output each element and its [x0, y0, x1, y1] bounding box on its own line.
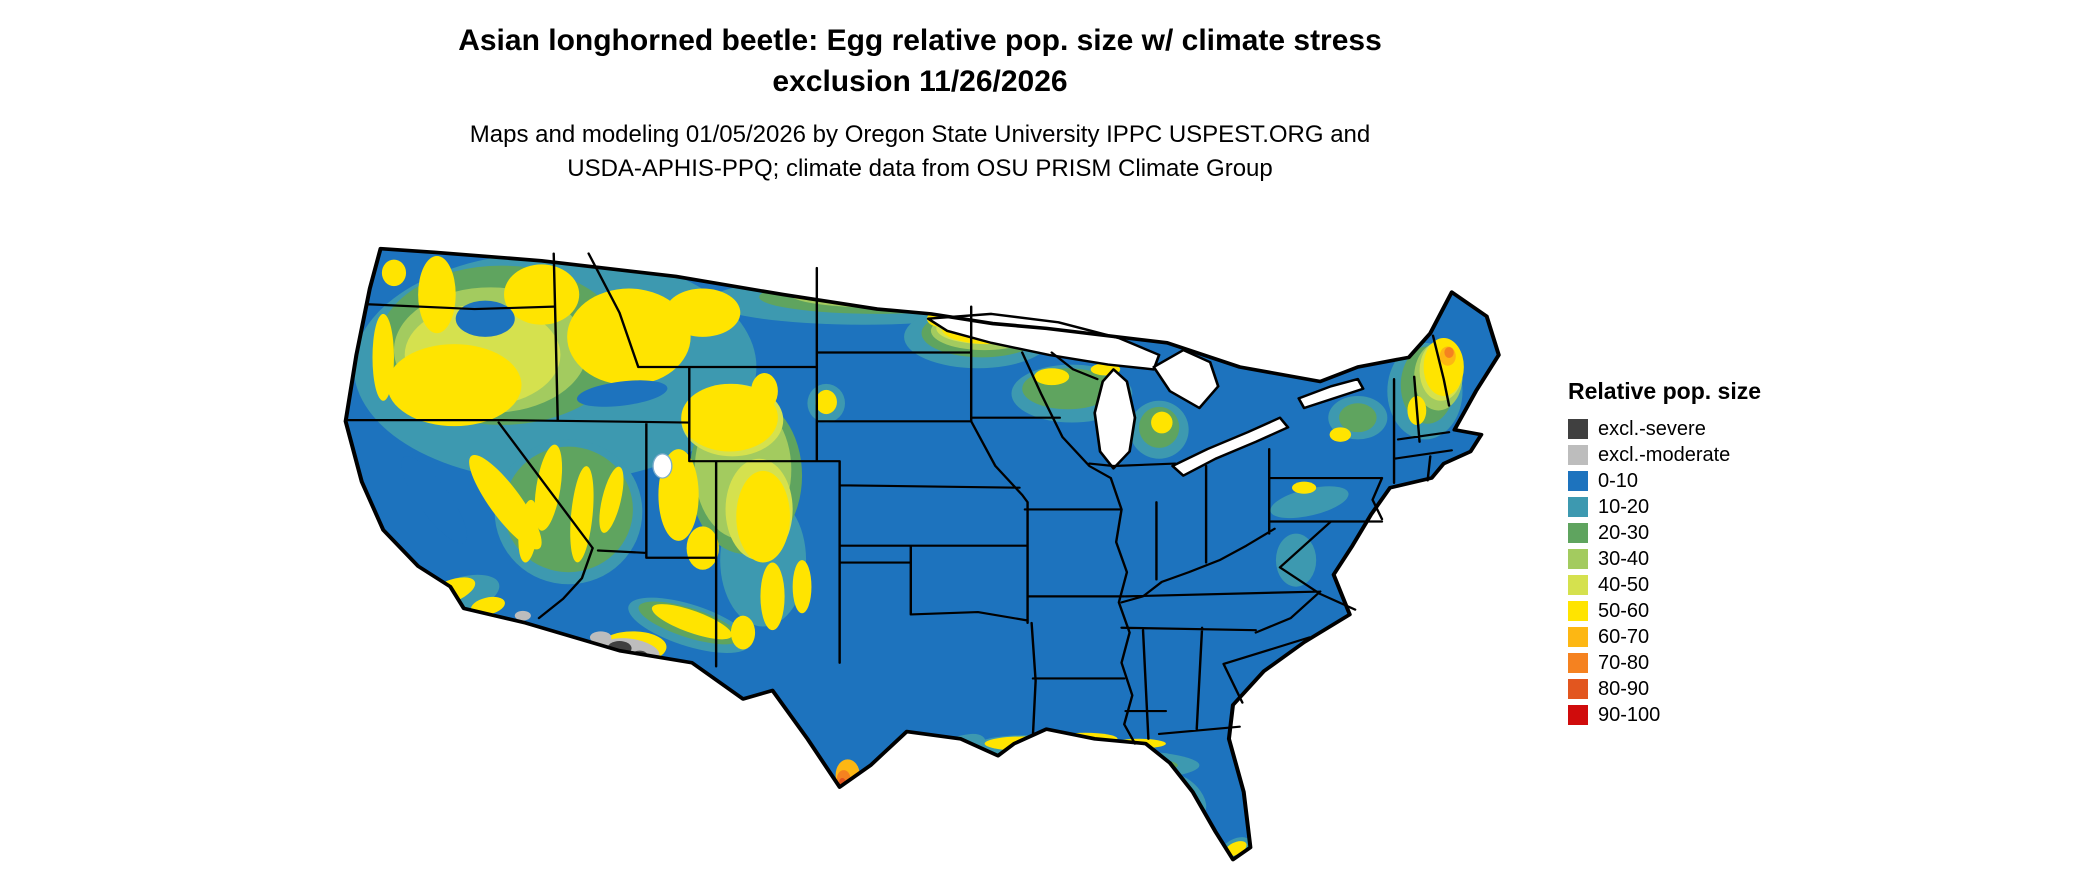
legend-swatch	[1568, 575, 1588, 595]
great-salt-lake	[652, 453, 673, 479]
legend-label: excl.-severe	[1598, 418, 1706, 440]
legend-item: 80-90	[1568, 679, 1868, 699]
map-subtitle: Maps and modeling 01/05/2026 by Oregon S…	[0, 118, 1840, 186]
legend-swatch	[1568, 679, 1588, 699]
us-outline	[343, 246, 1501, 862]
great-lakes	[652, 312, 1365, 479]
legend-label: 50-60	[1598, 600, 1650, 622]
lake-superior	[926, 312, 1161, 371]
lake-ontario	[1297, 377, 1365, 410]
legend-label: 0-10	[1598, 470, 1639, 492]
legend-label: 30-40	[1598, 548, 1650, 570]
legend-item: 90-100	[1568, 705, 1868, 725]
legend-swatch	[1568, 601, 1588, 621]
legend-label: 40-50	[1598, 574, 1650, 596]
legend-swatch	[1568, 497, 1588, 517]
legend-items: excl.-severe excl.-moderate 0-10 10-20 2…	[1568, 419, 1868, 725]
map-subtitle-line-2: USDA-APHIS-PPQ; climate data from OSU PR…	[567, 155, 1273, 182]
legend-item: 0-10	[1568, 471, 1868, 491]
legend-swatch	[1568, 627, 1588, 647]
map-legend: Relative pop. size excl.-severe excl.-mo…	[1568, 378, 1868, 725]
legend-item: 60-70	[1568, 627, 1868, 647]
legend-title: Relative pop. size	[1568, 378, 1762, 404]
legend-label: 10-20	[1598, 496, 1650, 518]
state-borders	[347, 252, 1453, 745]
legend-item: 30-40	[1568, 549, 1868, 569]
legend-item: excl.-moderate	[1568, 445, 1868, 465]
legend-item: excl.-severe	[1568, 419, 1868, 439]
legend-swatch	[1568, 471, 1588, 491]
lake-michigan	[1093, 368, 1137, 470]
legend-item: 70-80	[1568, 653, 1868, 673]
legend-label: 60-70	[1598, 626, 1650, 648]
legend-swatch	[1568, 653, 1588, 673]
legend-swatch	[1568, 419, 1588, 439]
map-title-line-2: exclusion 11/26/2026	[772, 65, 1068, 98]
legend-item: 50-60	[1568, 601, 1868, 621]
lake-erie	[1171, 416, 1290, 477]
legend-item: 20-30	[1568, 523, 1868, 543]
legend-label: 90-100	[1598, 704, 1661, 726]
us-map-svg	[343, 246, 1501, 862]
legend-label: excl.-moderate	[1598, 444, 1731, 466]
legend-swatch	[1568, 445, 1588, 465]
legend-item: 10-20	[1568, 497, 1868, 517]
legend-swatch	[1568, 523, 1588, 543]
map-title-line-1: Asian longhorned beetle: Egg relative po…	[458, 24, 1382, 57]
legend-swatch	[1568, 549, 1588, 569]
map-subtitle-line-1: Maps and modeling 01/05/2026 by Oregon S…	[469, 121, 1371, 148]
legend-item: 40-50	[1568, 575, 1868, 595]
legend-label: 20-30	[1598, 522, 1650, 544]
us-choropleth-map	[300, 198, 1535, 874]
legend-label: 80-90	[1598, 678, 1650, 700]
map-header: Asian longhorned beetle: Egg relative po…	[0, 20, 1840, 186]
legend-swatch	[1568, 705, 1588, 725]
legend-label: 70-80	[1598, 652, 1650, 674]
